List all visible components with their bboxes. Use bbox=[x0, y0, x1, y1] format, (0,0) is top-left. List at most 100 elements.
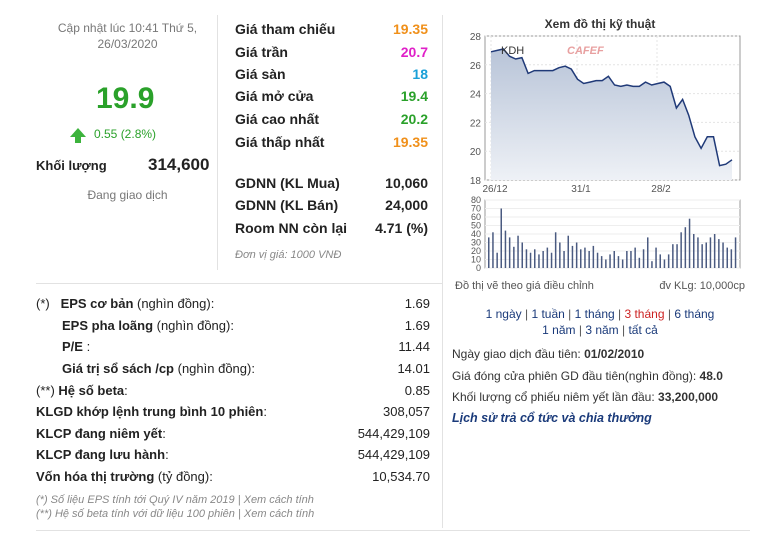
volume-bar bbox=[538, 254, 540, 268]
price-row: Giá tham chiếu 19.35 bbox=[235, 21, 428, 37]
x-tick-label: 26/12 bbox=[482, 184, 507, 195]
volume-bar bbox=[563, 251, 565, 268]
period-option[interactable]: 1 ngày bbox=[485, 307, 522, 321]
first-trade-date: Ngày giao dịch đầu tiên: 01/02/2010 bbox=[452, 347, 645, 361]
volume-bar bbox=[651, 261, 653, 268]
volume-bar bbox=[693, 234, 695, 268]
volume-bar bbox=[559, 242, 561, 268]
price-row: Giá cao nhất 20.2 bbox=[235, 111, 428, 127]
volume-bar bbox=[542, 251, 544, 268]
period-option[interactable]: 6 tháng bbox=[674, 307, 715, 321]
volume-bar bbox=[713, 234, 716, 268]
y-tick-label: 0 bbox=[476, 263, 481, 273]
volume-unit: đv KLg: 10,000cp bbox=[659, 280, 745, 292]
y-tick-label: 80 bbox=[471, 195, 481, 205]
divider-vertical bbox=[217, 15, 218, 270]
volume-bar bbox=[592, 245, 595, 268]
period-selector: 1 ngày | 1 tuần | 1 tháng | 3 tháng | 6 … bbox=[455, 306, 745, 338]
y-tick-label: 20 bbox=[471, 246, 481, 256]
volume-bar bbox=[609, 254, 611, 268]
foreign-row: GDNN (KL Bán) 24,000 bbox=[235, 197, 428, 213]
volume-bar bbox=[705, 242, 707, 268]
stat-row: Giá trị sổ sách /cp (nghìn đồng): 14.01 bbox=[62, 361, 430, 376]
y-tick-label: 50 bbox=[471, 221, 481, 231]
adjusted-price-note: Đồ thị vẽ theo giá điều chỉnh bbox=[455, 280, 594, 292]
y-tick-label: 30 bbox=[471, 238, 481, 248]
period-option[interactable]: 1 tuần bbox=[531, 307, 565, 321]
price-chart: 18 20 22 24 26 28 26/12 31/1 28/2 bbox=[470, 32, 741, 195]
volume-bar bbox=[550, 252, 553, 268]
period-option[interactable]: 3 năm bbox=[585, 323, 619, 337]
updated-time: Cập nhật lúc 10:41 Thứ 5, bbox=[57, 21, 198, 35]
volume-bar bbox=[508, 237, 511, 268]
period-separator: | bbox=[521, 307, 532, 321]
volume-bar bbox=[730, 249, 733, 268]
volume-bar bbox=[659, 254, 661, 268]
divider-horizontal bbox=[36, 283, 442, 284]
volume-bar bbox=[496, 252, 498, 268]
volume-bar bbox=[500, 208, 502, 268]
chart-controls: Đồ thị vẽ theo giá điều chỉnh đv KLg: 10… bbox=[455, 280, 745, 292]
volume-bar bbox=[517, 235, 519, 268]
volume-bar bbox=[621, 259, 624, 268]
volume-bar bbox=[575, 242, 578, 268]
period-separator: | bbox=[618, 323, 629, 337]
y-tick-label: 10 bbox=[471, 255, 481, 265]
volume-bar bbox=[672, 244, 674, 268]
technical-chart-link[interactable]: Xem đồ thị kỹ thuật bbox=[544, 17, 656, 31]
volume-bar bbox=[600, 256, 603, 268]
updated-date: 26/03/2020 bbox=[97, 37, 158, 51]
y-tick-label: 70 bbox=[471, 204, 481, 214]
foreign-row: Room NN còn lại 4.71 (%) bbox=[235, 220, 428, 236]
period-option[interactable]: 3 tháng bbox=[624, 307, 665, 321]
y-tick-label: 60 bbox=[471, 212, 481, 222]
volume-bar bbox=[667, 254, 670, 268]
volume-bar bbox=[596, 252, 599, 268]
volume-bar bbox=[513, 246, 515, 269]
beta-footnote[interactable]: (**) Hệ số beta tính với dữ liệu 100 phi… bbox=[36, 508, 315, 520]
volume-bar bbox=[630, 251, 632, 268]
price-row: Giá mở cửa 19.4 bbox=[235, 88, 428, 104]
period-separator: | bbox=[614, 307, 625, 321]
volume-bar bbox=[525, 249, 528, 268]
volume-bar bbox=[534, 249, 536, 268]
last-updated: Cập nhật lúc 10:41 Thứ 5, 26/03/2020 bbox=[40, 20, 215, 52]
volume-bar bbox=[647, 237, 649, 268]
stat-row: Vốn hóa thị trường (tỷ đồng): 10,534.70 bbox=[36, 469, 430, 484]
volume-bar bbox=[680, 232, 682, 268]
period-separator: | bbox=[564, 307, 575, 321]
ticker-label: KDH bbox=[501, 45, 524, 57]
volume-bar bbox=[642, 249, 645, 268]
volume-bar bbox=[663, 259, 666, 268]
stat-row: (*) EPS cơ bản (nghìn đồng): 1.69 bbox=[36, 296, 430, 311]
period-option[interactable]: 1 tháng bbox=[574, 307, 615, 321]
y-tick-label: 24 bbox=[470, 90, 482, 101]
stat-row: KLGD khớp lệnh trung bình 10 phiên: 308,0… bbox=[36, 404, 430, 419]
stat-row: KLCP đang lưu hành: 544,429,109 bbox=[36, 447, 430, 462]
dividend-history-link[interactable]: Lịch sử trả cổ tức và chia thưởng bbox=[452, 411, 652, 425]
volume-bar bbox=[697, 237, 699, 268]
volume-bar bbox=[584, 247, 586, 268]
volume-bar bbox=[613, 251, 615, 268]
volume-bar bbox=[492, 232, 494, 268]
first-close-price: Giá đóng cửa phiên GD đầu tiên(nghìn đồn… bbox=[452, 369, 723, 383]
price-row: Giá trần 20.7 bbox=[235, 44, 428, 60]
first-listed-volume: Khối lượng cổ phiếu niêm yết lần đầu: 33… bbox=[452, 390, 719, 404]
period-option[interactable]: tất cả bbox=[628, 323, 658, 337]
volume-bar bbox=[722, 242, 724, 268]
stat-row: P/E :11.44 bbox=[62, 339, 430, 354]
eps-footnote[interactable]: (*) Số liệu EPS tính tới Quý IV năm 2019… bbox=[36, 494, 314, 506]
y-tick-label: 22 bbox=[470, 118, 482, 129]
volume-bar bbox=[571, 245, 574, 268]
volume-bar bbox=[655, 247, 657, 268]
y-tick-label: 28 bbox=[470, 32, 482, 43]
volume-bar bbox=[617, 256, 620, 268]
period-separator: | bbox=[664, 307, 675, 321]
volume-bar bbox=[638, 257, 641, 268]
volume-bar bbox=[676, 244, 678, 268]
volume-bar bbox=[688, 218, 691, 268]
cafef-watermark: CAFEF bbox=[567, 45, 604, 57]
period-option[interactable]: 1 năm bbox=[542, 323, 576, 337]
